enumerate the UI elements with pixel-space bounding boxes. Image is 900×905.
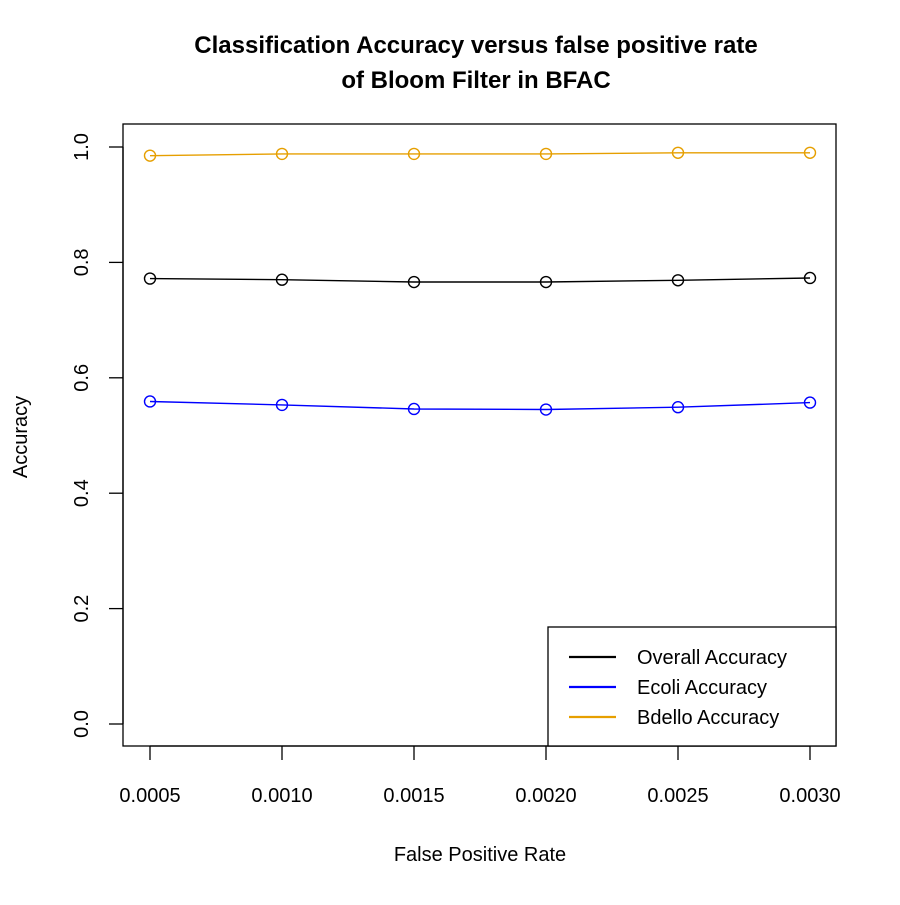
y-axis-label: Accuracy — [10, 396, 32, 478]
x-tick-label: 0.0020 — [515, 785, 576, 807]
series-overall-accuracy — [143, 271, 817, 289]
legend-label: Bdello Accuracy — [637, 707, 779, 729]
x-tick-label: 0.0015 — [383, 785, 444, 807]
series-line — [149, 152, 810, 157]
data-point — [407, 402, 421, 416]
y-tick-label: 0.2 — [71, 595, 93, 623]
data-point — [275, 147, 289, 161]
data-point — [143, 149, 157, 162]
series-line — [149, 400, 811, 411]
series-bdello-accuracy — [143, 146, 817, 162]
chart-title-line-2: of Bloom Filter in BFAC — [341, 67, 610, 94]
y-tick-label: 1.0 — [71, 133, 93, 161]
series-ecoli-accuracy — [143, 395, 817, 416]
y-tick-label: 0.4 — [71, 479, 93, 507]
data-point — [275, 398, 289, 412]
legend: Overall Accuracy Ecoli Accuracy Bdello Acc… — [547, 626, 837, 747]
x-tick-label: 0.0010 — [251, 785, 312, 807]
x-axis: 0.0005 0.0010 0.0015 0.0020 0.0025 0.0030 — [119, 745, 841, 807]
data-point — [671, 401, 685, 414]
data-point — [143, 272, 157, 285]
x-axis-label: False Positive Rate — [394, 844, 566, 866]
legend-label: Ecoli Accuracy — [637, 677, 767, 699]
data-point — [539, 147, 553, 161]
data-point — [539, 403, 553, 416]
data-point — [803, 271, 817, 285]
data-point — [671, 146, 685, 159]
series-layer — [143, 146, 817, 416]
y-axis: 0.0 0.2 0.4 0.6 0.8 1.0 — [71, 133, 124, 738]
data-point — [803, 396, 817, 409]
y-tick-label: 0.6 — [71, 364, 93, 392]
series-line — [149, 277, 811, 283]
x-tick-label: 0.0025 — [647, 785, 708, 807]
data-point — [539, 275, 553, 289]
data-point — [803, 146, 817, 159]
legend-label: Overall Accuracy — [637, 647, 787, 669]
y-tick-label: 0.0 — [71, 710, 93, 738]
data-point — [671, 274, 685, 287]
chart-title-line-1: Classification Accuracy versus false pos… — [194, 32, 757, 59]
data-point — [143, 395, 157, 408]
x-tick-label: 0.0005 — [119, 785, 180, 807]
x-tick-label: 0.0030 — [779, 785, 840, 807]
y-tick-label: 0.8 — [71, 248, 93, 276]
data-point — [275, 273, 289, 286]
data-point — [407, 147, 421, 161]
data-point — [407, 275, 421, 289]
